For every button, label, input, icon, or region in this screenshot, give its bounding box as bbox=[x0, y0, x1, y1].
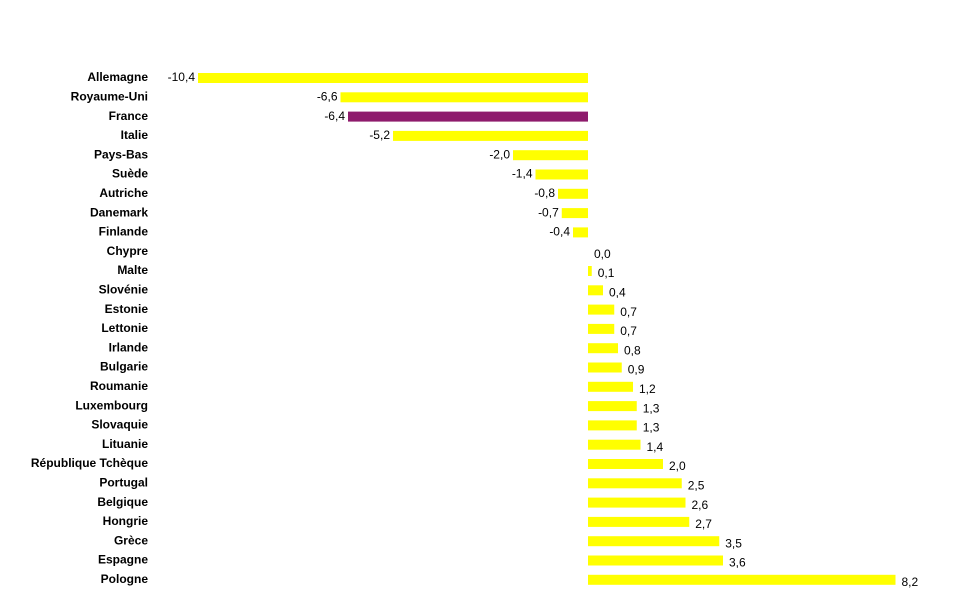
value-label: -0,8 bbox=[534, 186, 555, 200]
category-label: Italie bbox=[121, 128, 149, 142]
bar bbox=[588, 381, 633, 392]
value-label: -6,4 bbox=[324, 109, 345, 123]
category-label: Royaume-Uni bbox=[71, 89, 148, 103]
bar bbox=[588, 266, 592, 276]
category-label: Espagne bbox=[98, 553, 148, 567]
category-label: Pays-Bas bbox=[94, 147, 148, 161]
value-label: -1,4 bbox=[512, 167, 533, 181]
value-label: 1,3 bbox=[643, 421, 660, 435]
value-label: -2,0 bbox=[489, 147, 510, 161]
category-label: Lettonie bbox=[101, 321, 148, 335]
value-label: 1,2 bbox=[639, 382, 656, 396]
bar bbox=[588, 536, 720, 547]
bar bbox=[588, 401, 637, 412]
category-label: Chypre bbox=[107, 244, 149, 258]
category-label: République Tchèque bbox=[31, 456, 148, 470]
category-label: Estonie bbox=[105, 302, 149, 316]
value-label: 1,4 bbox=[647, 440, 664, 454]
category-label: Suède bbox=[112, 167, 148, 181]
bar bbox=[393, 130, 588, 141]
bar bbox=[588, 555, 723, 566]
category-label: Autriche bbox=[99, 186, 148, 200]
bar bbox=[535, 169, 588, 180]
value-label: 0,7 bbox=[620, 305, 637, 319]
category-label: Bulgarie bbox=[100, 360, 148, 374]
bar bbox=[513, 150, 588, 161]
value-label: 0,4 bbox=[609, 285, 626, 299]
category-label: Lituanie bbox=[102, 437, 148, 451]
category-label: Allemagne bbox=[87, 70, 148, 84]
value-label: 3,5 bbox=[725, 536, 742, 550]
bar bbox=[588, 497, 686, 508]
value-label: 2,6 bbox=[692, 498, 709, 512]
value-label: 2,0 bbox=[669, 459, 686, 473]
bar bbox=[588, 362, 622, 373]
bar bbox=[588, 285, 603, 296]
value-label: 0,0 bbox=[594, 247, 611, 261]
category-label: Pologne bbox=[101, 572, 149, 586]
category-label: Luxembourg bbox=[75, 398, 148, 412]
category-label: Irlande bbox=[109, 340, 149, 354]
bar bbox=[561, 208, 588, 219]
bar bbox=[573, 227, 588, 238]
bar bbox=[588, 574, 896, 585]
bar bbox=[348, 111, 588, 122]
bar bbox=[588, 343, 618, 354]
category-label: France bbox=[109, 109, 149, 123]
value-label: 2,5 bbox=[688, 478, 705, 492]
category-label: Belgique bbox=[97, 495, 148, 509]
value-label: 3,6 bbox=[729, 556, 746, 570]
bar bbox=[558, 188, 588, 199]
value-label: 0,9 bbox=[628, 363, 645, 377]
bar bbox=[198, 73, 588, 83]
category-label: Slovaquie bbox=[91, 418, 148, 432]
bar bbox=[588, 439, 641, 450]
category-label: Hongrie bbox=[103, 514, 149, 528]
value-label: 2,7 bbox=[695, 517, 712, 531]
bar bbox=[588, 459, 663, 469]
value-label: -0,4 bbox=[549, 225, 570, 239]
value-label: -5,2 bbox=[369, 128, 390, 142]
value-label: -0,7 bbox=[538, 205, 559, 219]
value-label: 1,3 bbox=[643, 401, 660, 415]
bar bbox=[340, 92, 588, 103]
bar bbox=[588, 478, 682, 489]
value-label: -6,6 bbox=[317, 89, 338, 103]
category-label: Slovénie bbox=[99, 282, 149, 296]
bar bbox=[588, 304, 615, 315]
value-label: -10,4 bbox=[168, 70, 196, 84]
category-label: Danemark bbox=[90, 205, 148, 219]
category-label: Finlande bbox=[99, 225, 149, 239]
category-label: Malte bbox=[117, 263, 148, 277]
category-label: Roumanie bbox=[90, 379, 148, 393]
value-label: 0,7 bbox=[620, 324, 637, 338]
bar bbox=[588, 323, 615, 334]
value-label: 0,8 bbox=[624, 343, 641, 357]
category-label: Grèce bbox=[114, 533, 148, 547]
bar bbox=[588, 516, 690, 527]
value-label: 8,2 bbox=[902, 575, 919, 589]
value-label: 0,1 bbox=[598, 266, 615, 280]
bar bbox=[588, 420, 637, 431]
category-label: Portugal bbox=[99, 475, 148, 489]
